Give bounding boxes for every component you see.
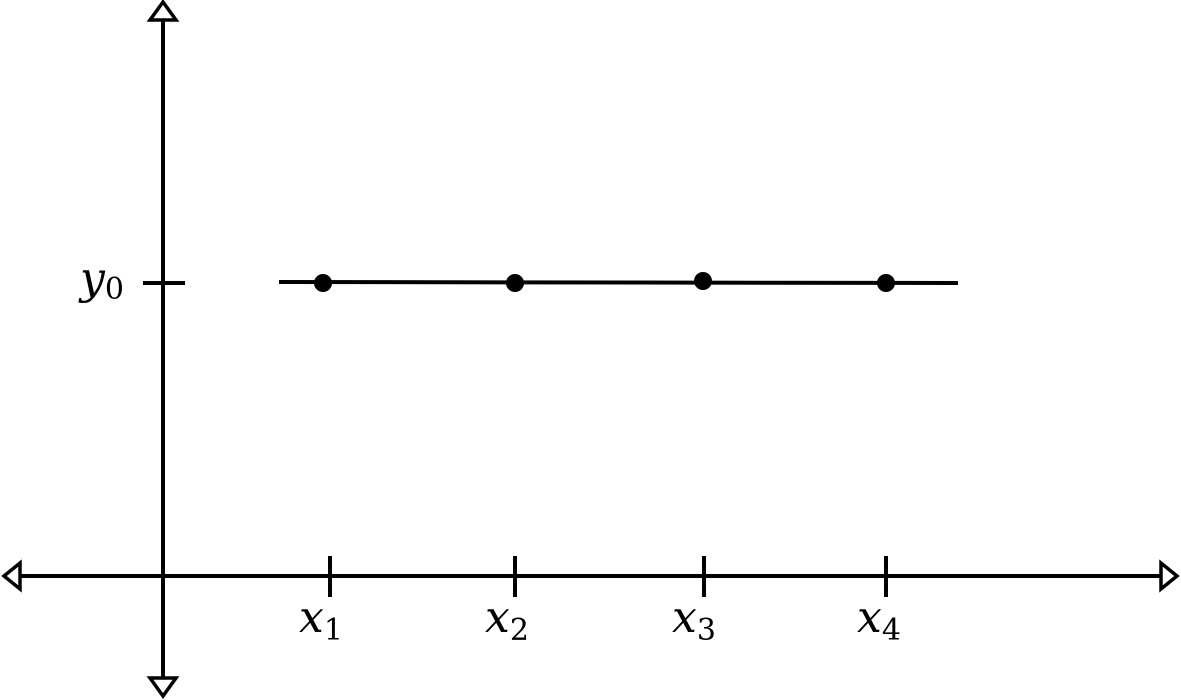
x1-label-sub: 1 bbox=[324, 613, 343, 648]
y-axis-arrow-down bbox=[146, 676, 180, 699]
point-x1 bbox=[314, 274, 332, 292]
x1-label-base: x bbox=[299, 592, 324, 643]
x2-label-base: x bbox=[485, 592, 510, 643]
x4-label-sub: 4 bbox=[882, 613, 901, 648]
x3-label: x3 bbox=[672, 592, 716, 648]
x1-label: x1 bbox=[299, 592, 343, 648]
x3-label-base: x bbox=[672, 592, 697, 643]
point-x4 bbox=[877, 274, 895, 292]
x2-label-sub: 2 bbox=[510, 613, 529, 648]
point-x3 bbox=[694, 272, 712, 290]
y0-label: y0 bbox=[78, 253, 124, 307]
x-axis-arrow-right bbox=[1159, 559, 1180, 593]
y0-label-sub: 0 bbox=[105, 272, 124, 307]
y-axis-arrow-up bbox=[146, 0, 180, 22]
point-x2 bbox=[506, 274, 524, 292]
x-axis-arrow-left bbox=[1, 559, 22, 593]
x4-label: x4 bbox=[857, 592, 901, 648]
y0-label-base: y bbox=[78, 253, 106, 304]
x4-label-base: x bbox=[857, 592, 882, 643]
x2-label: x2 bbox=[485, 592, 529, 648]
constant-function-line bbox=[278, 280, 959, 285]
x3-label-sub: 3 bbox=[697, 613, 716, 648]
